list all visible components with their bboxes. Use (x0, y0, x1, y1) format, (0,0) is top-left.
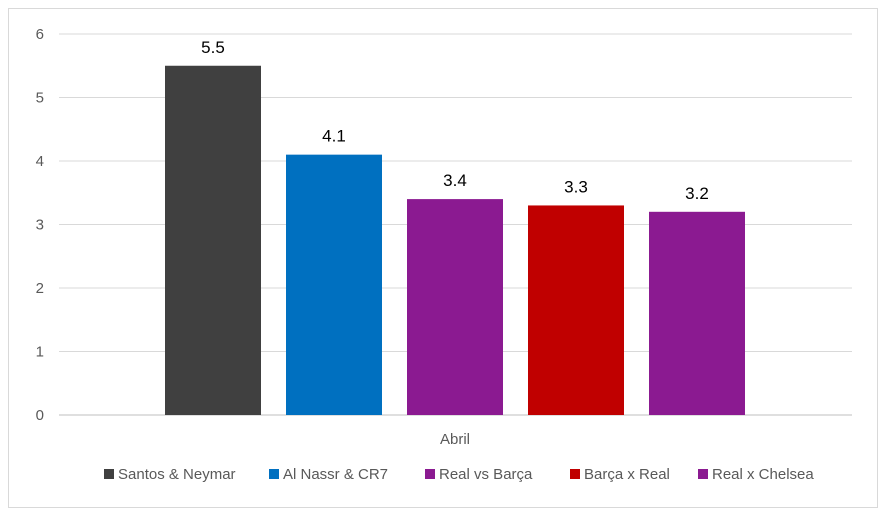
bar (649, 211, 745, 415)
y-tick-label: 1 (36, 344, 44, 361)
bar (286, 154, 382, 415)
y-tick-label: 2 (36, 280, 44, 297)
legend-label: Real x Chelsea (712, 466, 814, 483)
legend-label: Santos & Neymar (118, 466, 236, 483)
data-label: 5.5 (201, 38, 225, 57)
bar (528, 205, 624, 415)
legend-swatch (269, 469, 279, 479)
legend-swatch (425, 469, 435, 479)
y-tick-label: 4 (36, 153, 44, 170)
data-label: 3.3 (564, 177, 588, 196)
data-label: 4.1 (322, 127, 346, 146)
legend-swatch (570, 469, 580, 479)
legend-label: Barça x Real (584, 466, 670, 483)
bar (407, 199, 503, 415)
data-label: 3.2 (685, 184, 709, 203)
data-label: 3.4 (443, 171, 467, 190)
legend-swatch (104, 469, 114, 479)
legend-swatch (698, 469, 708, 479)
y-tick-label: 6 (36, 26, 44, 43)
legend-label: Al Nassr & CR7 (283, 466, 388, 483)
y-tick-label: 5 (36, 90, 44, 107)
y-tick-label: 0 (36, 407, 44, 424)
y-tick-label: 3 (36, 217, 44, 234)
bar (165, 65, 261, 415)
legend-label: Real vs Barça (439, 466, 533, 483)
x-category-label: Abril (440, 431, 470, 448)
